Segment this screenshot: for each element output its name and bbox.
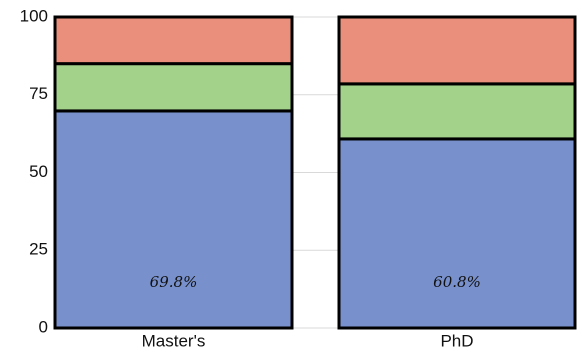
x-tick-label: Master's (142, 331, 206, 350)
bar-segment (337, 82, 577, 141)
bar-segment (337, 15, 577, 86)
bar-segment (53, 62, 294, 113)
value-label: 69.8% (150, 273, 198, 291)
y-tick-label: 75 (29, 84, 48, 103)
y-tick-label: 100 (20, 6, 48, 25)
x-tick-label: PhD (440, 331, 473, 350)
y-tick-label: 25 (29, 240, 48, 259)
y-tick-label: 50 (29, 162, 48, 181)
y-tick-label: 0 (39, 317, 48, 336)
bar-segment (53, 15, 294, 66)
value-label: 60.8% (433, 273, 481, 291)
bar-segment (53, 109, 294, 330)
bar-segment (337, 137, 577, 330)
